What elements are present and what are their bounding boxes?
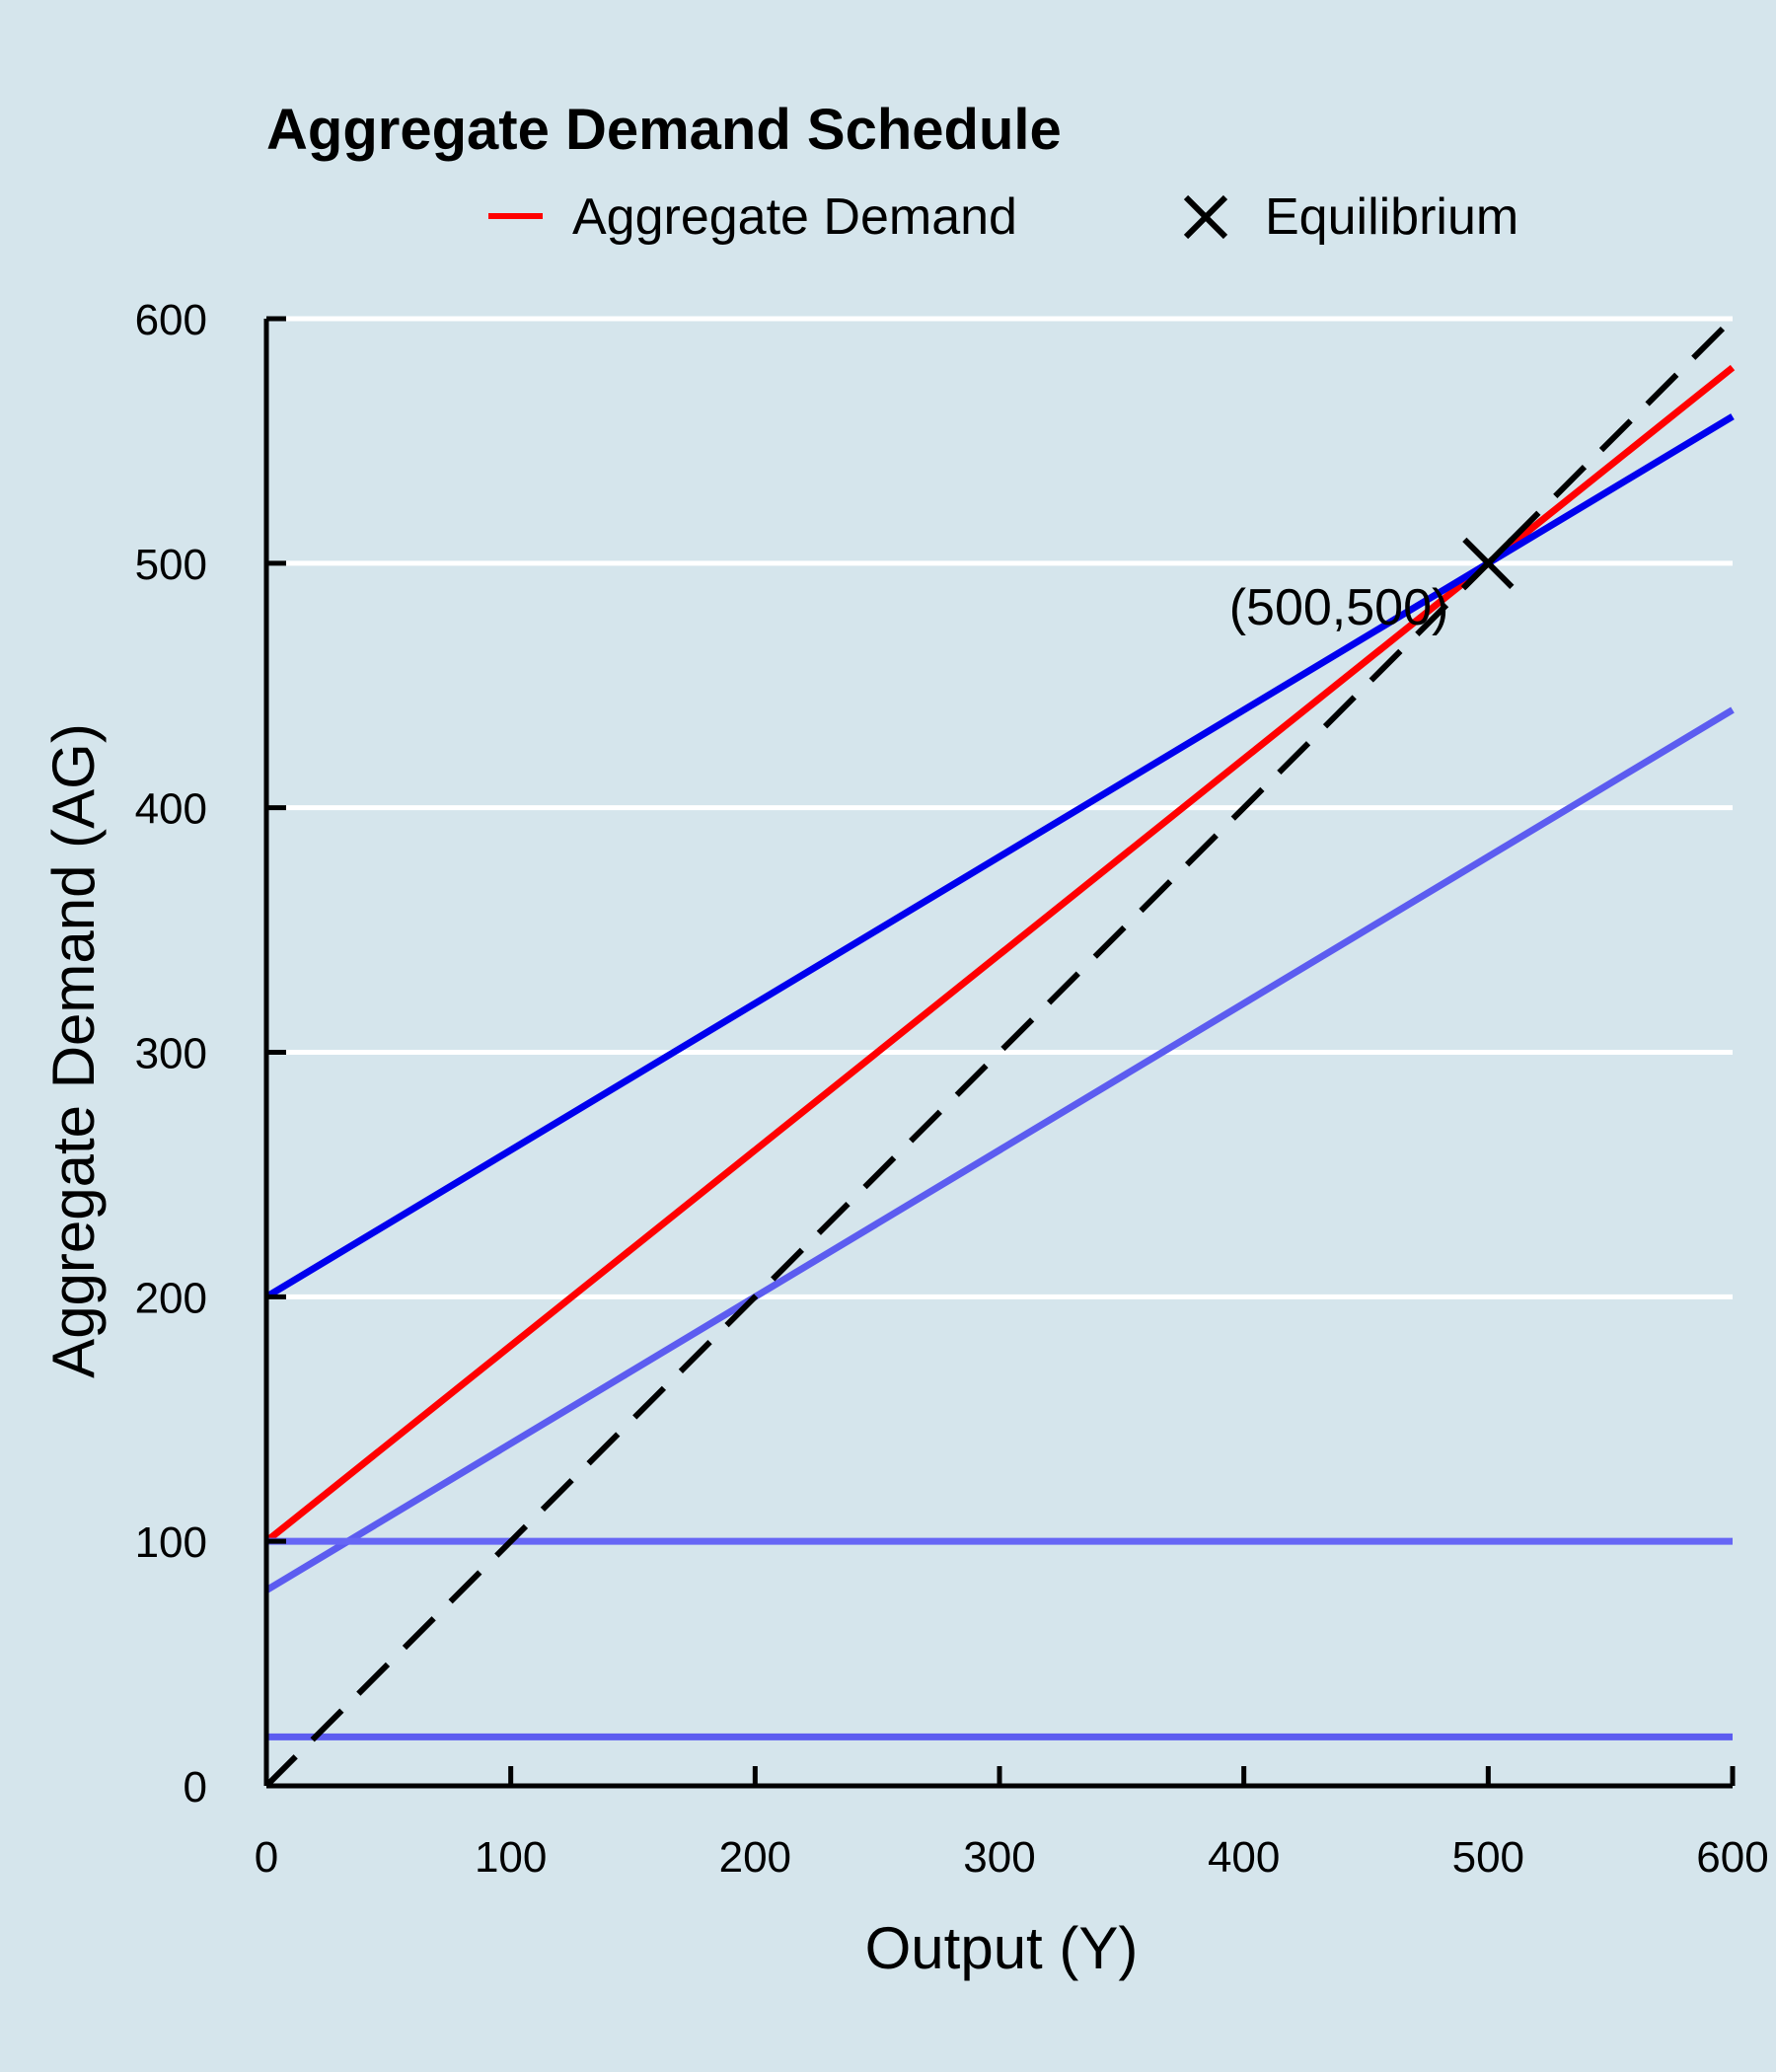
legend: Aggregate Demand Equilibrium [488,188,1518,246]
chart-title: Aggregate Demand Schedule [266,98,1062,162]
x-tick-label-300: 300 [963,1833,1035,1882]
y-tick-label-300: 300 [135,1030,207,1078]
y-tick-label-500: 500 [135,541,207,589]
x-tick-label-600: 600 [1696,1833,1768,1882]
y-tick-label-600: 600 [135,296,207,344]
series-line-2 [264,706,1735,1593]
x-tick-label-0: 0 [255,1833,278,1882]
legend-marker-equilibrium [1183,194,1228,240]
x-tick-label-100: 100 [475,1833,547,1882]
y-axis-label: Aggregate Demand (AG) [40,723,107,1378]
equilibrium-marker [1462,537,1515,589]
grid [266,316,1733,1544]
equilibrium-label: (500,500) [1229,579,1449,636]
x-axis-label: Output (Y) [865,1915,1139,1981]
x-tick-label-500: 500 [1452,1833,1524,1882]
series-line-0 [263,364,1736,1544]
y-tick-label-200: 200 [135,1274,207,1322]
x-tick-label-400: 400 [1208,1833,1280,1882]
legend-label-aggregate-demand: Aggregate Demand [572,188,1017,246]
series-line-1 [264,413,1735,1300]
ticks: 0 100 200 300 400 500 600 0 100 200 300 400 500 600 [135,296,1769,1882]
legend-label-equilibrium: Equilibrium [1265,188,1518,246]
y-tick-label-400: 400 [135,785,207,834]
markers: (500,500) [1229,537,1515,636]
y-tick-label-0: 0 [184,1763,207,1812]
y-tick-label-100: 100 [135,1518,207,1567]
x-tick-label-200: 200 [719,1833,791,1882]
